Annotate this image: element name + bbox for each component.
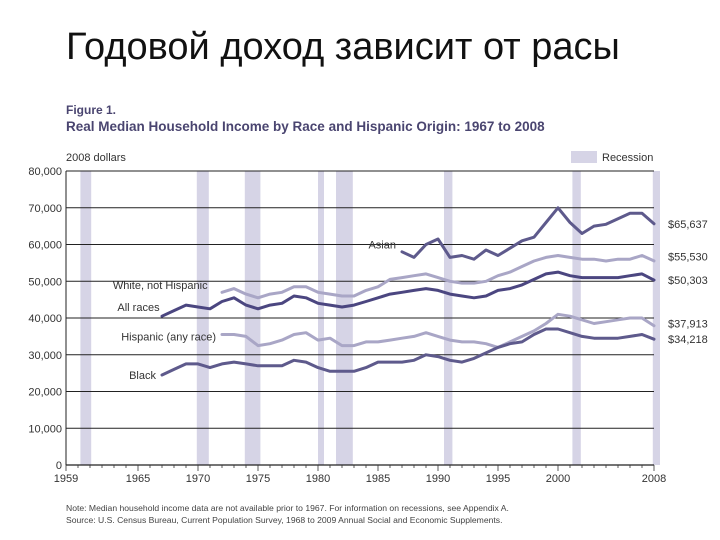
- figure-notes: Note: Median household income data are n…: [66, 502, 509, 526]
- x-tick-label: 1970: [186, 473, 210, 485]
- income-line-chart: 0 10,000 20,000 30,000 40,000 50,000 60,000 70,…: [28, 151, 708, 485]
- series-name-label: Hispanic (any race): [121, 331, 216, 343]
- x-tick-label: 1980: [306, 473, 330, 485]
- series-end-value-label: $37,913: [668, 319, 708, 331]
- series-end-value-label: $65,637: [668, 219, 708, 231]
- x-tick-label: 2008: [642, 473, 666, 485]
- y-tick-label: 10,000: [28, 423, 62, 435]
- figure-label: Figure 1.: [66, 103, 117, 117]
- y-tick-label: 70,000: [28, 203, 62, 215]
- recession-legend-swatch: [571, 151, 597, 163]
- series-line: [220, 312, 656, 349]
- series-name-label: All races: [117, 302, 160, 314]
- slide-title: Годовой доход зависит от расы: [66, 26, 620, 68]
- y-tick-label: 80,000: [28, 166, 62, 178]
- series-name-label: Black: [129, 370, 156, 382]
- series-lines: [160, 206, 656, 377]
- x-tick-label: 1965: [126, 473, 150, 485]
- series-line: [220, 254, 656, 300]
- source-line: Source: U.S. Census Bureau, Current Popu…: [66, 515, 503, 525]
- series-line: [400, 206, 656, 261]
- x-tick-label: 1985: [366, 473, 390, 485]
- recession-band: [652, 171, 660, 465]
- y-tick-label: 0: [56, 460, 62, 472]
- y-tick-label: 40,000: [28, 313, 62, 325]
- series-labels: Asian $65,637 White, not Hispanic $55,530 Al…: [113, 219, 708, 382]
- y-tick-label: 60,000: [28, 240, 62, 252]
- y-tick-label: 50,000: [28, 276, 62, 288]
- y-tick-label: 20,000: [28, 387, 62, 399]
- series-line: [160, 327, 656, 377]
- series-line: [160, 270, 656, 318]
- series-name-label: White, not Hispanic: [113, 280, 208, 292]
- x-tick-label: 1959: [54, 473, 78, 485]
- series-name-label: Asian: [368, 240, 396, 252]
- series-end-value-label: $34,218: [668, 334, 708, 346]
- y-axis-label: 2008 dollars: [66, 152, 126, 164]
- x-tick-label: 1995: [486, 473, 510, 485]
- x-tick-label: 1990: [426, 473, 450, 485]
- recession-legend-label: Recession: [602, 152, 653, 164]
- series-end-value-label: $55,530: [668, 251, 708, 263]
- y-tick-label: 30,000: [28, 350, 62, 362]
- figure-title: Real Median Household Income by Race and…: [66, 119, 545, 134]
- note-line: Note: Median household income data are n…: [66, 503, 509, 513]
- x-tick-label: 2000: [546, 473, 570, 485]
- gridlines: 0 10,000 20,000 30,000 40,000 50,000 60,000 70,…: [28, 166, 654, 472]
- x-tick-label: 1975: [246, 473, 270, 485]
- axes: 1959 1965 1970 1975 1980 1985 1990 1995 2000 2008: [54, 171, 666, 485]
- series-end-value-label: $50,303: [668, 275, 708, 287]
